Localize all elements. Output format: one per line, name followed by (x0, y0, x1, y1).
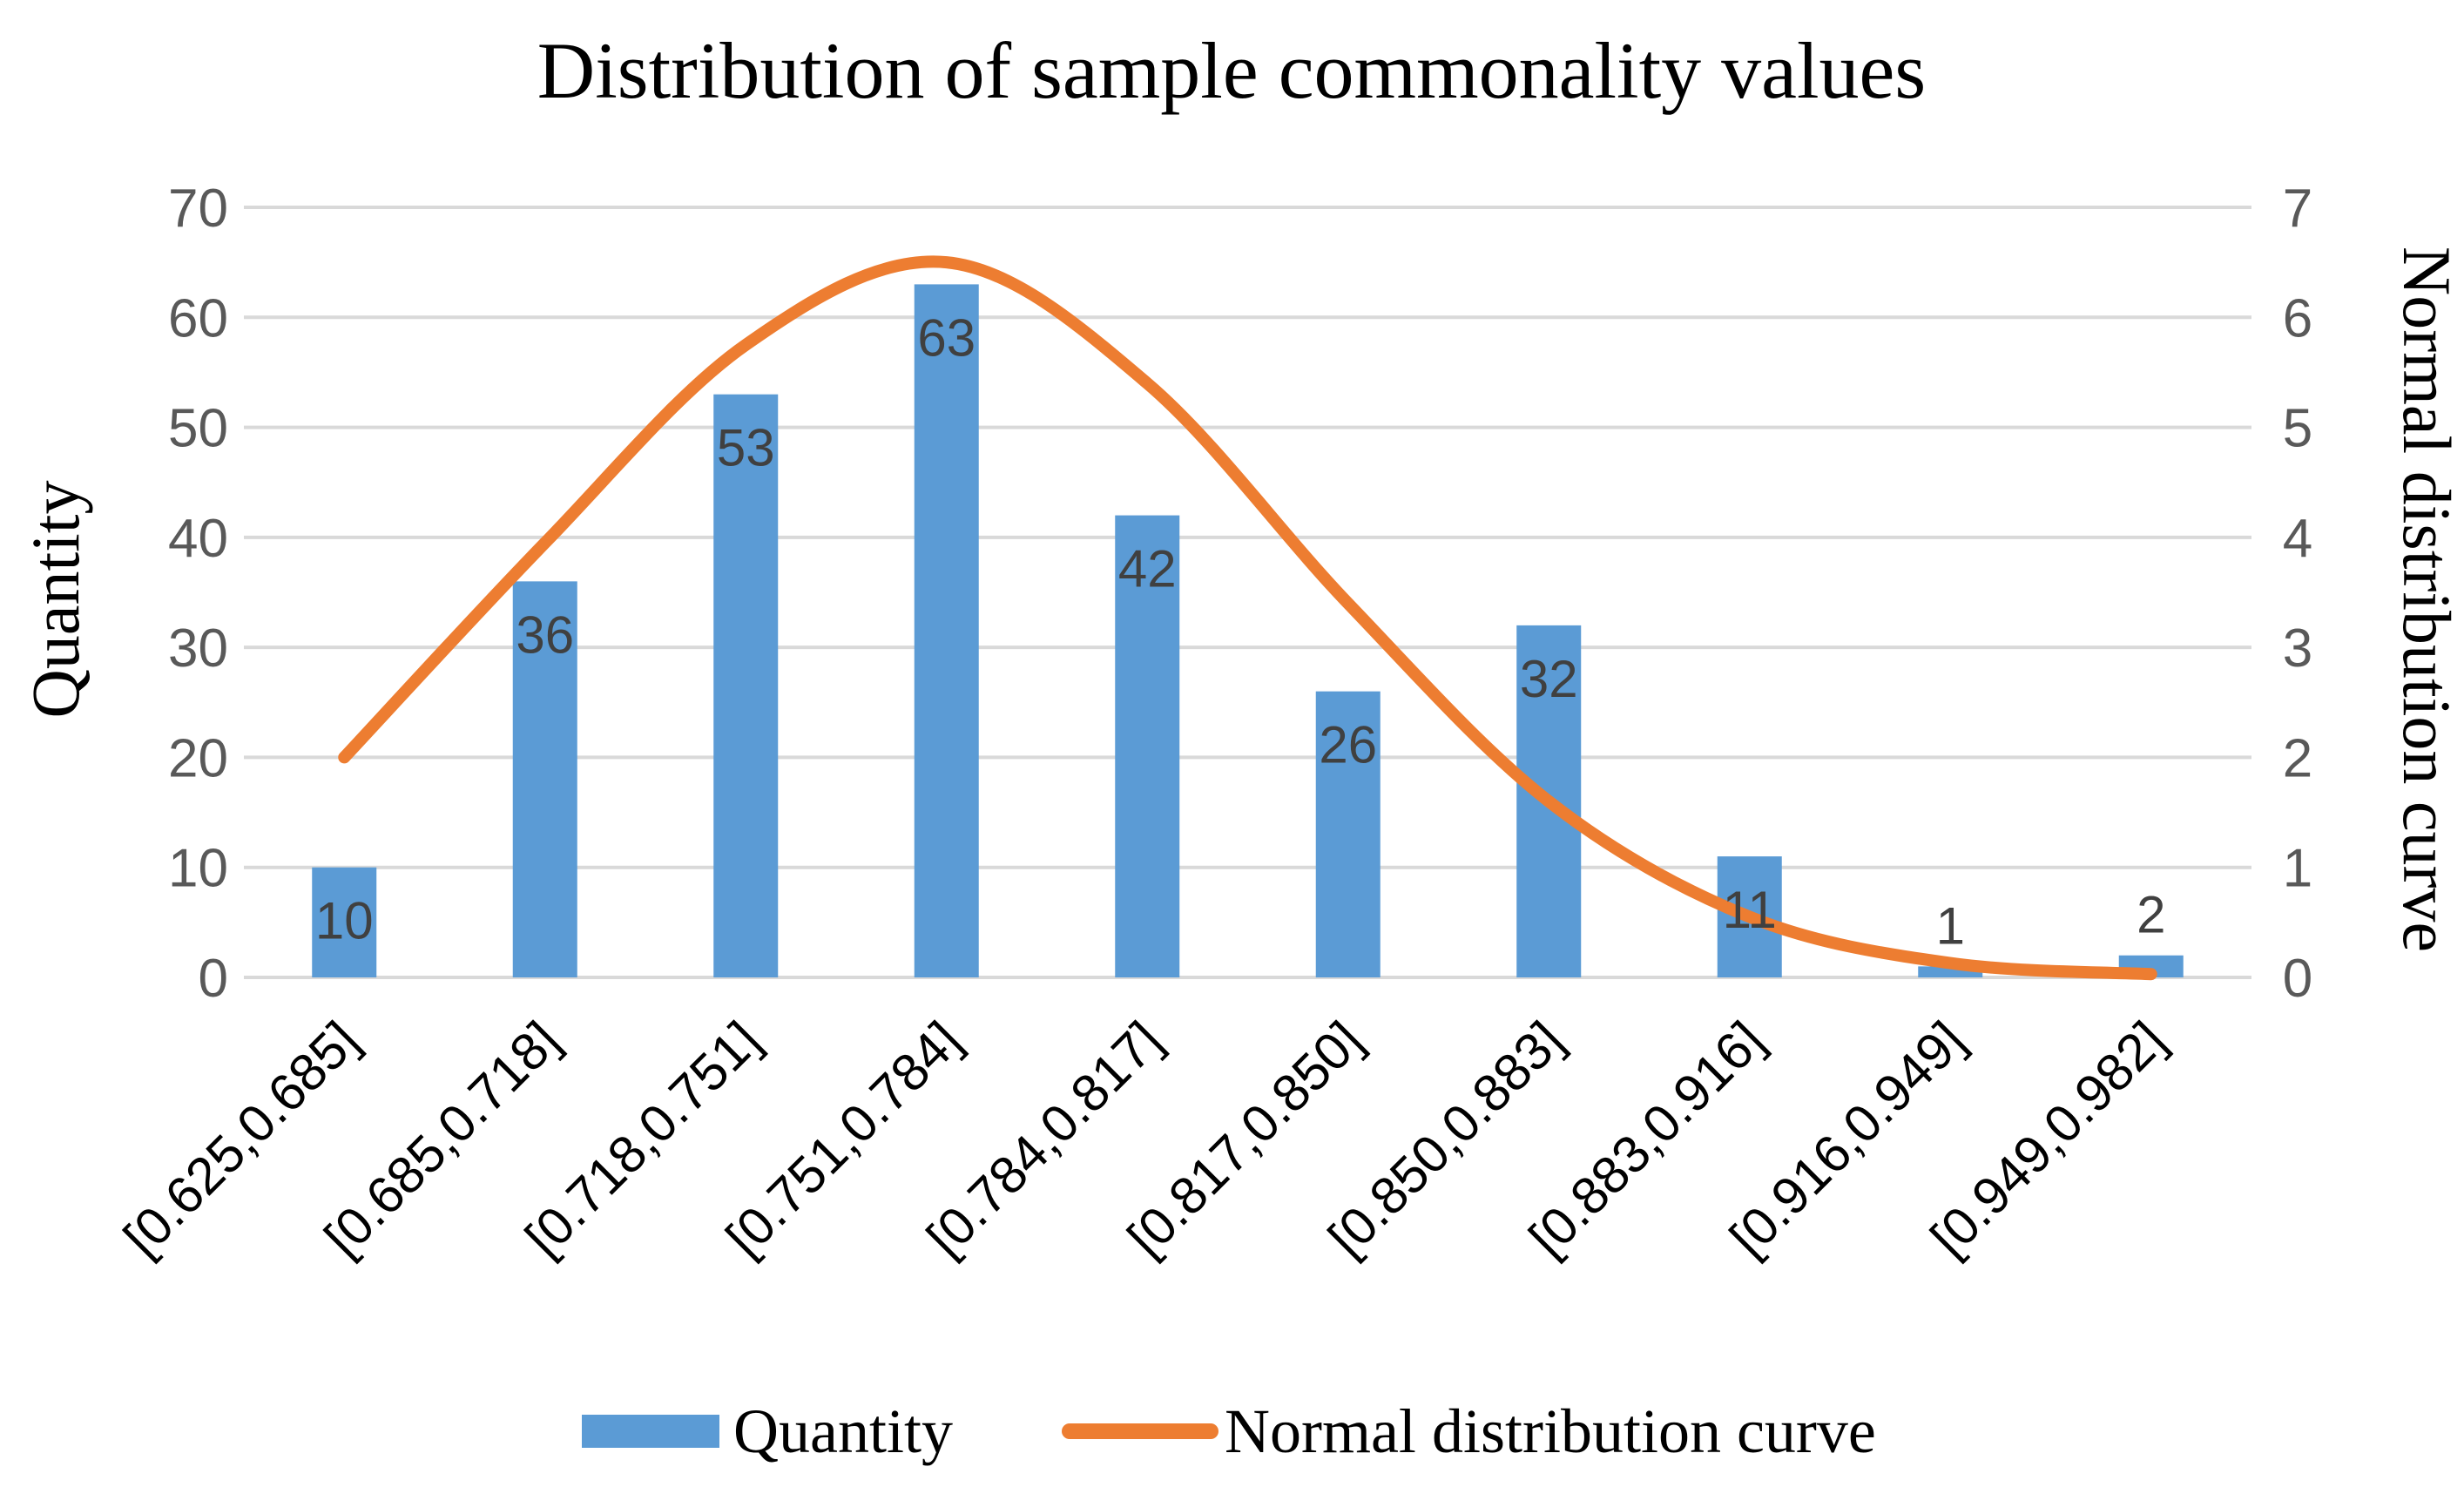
bar-data-label: 2 (2137, 886, 2165, 944)
gridlines (244, 206, 2251, 979)
legend-quantity-swatch (582, 1415, 719, 1448)
bar (1115, 515, 1180, 977)
y2-tick-label: 1 (2283, 839, 2312, 899)
y-tick-label: 10 (168, 839, 228, 899)
bar (312, 867, 377, 977)
axis-labels: 01020304050607001234567[0.625,0.685][0.6… (112, 179, 2312, 1267)
bar (713, 394, 779, 978)
y2-tick-label: 5 (2283, 399, 2312, 459)
bar-data-label: 1 (1936, 896, 1965, 955)
legend-curve-label: Normal distribution curve (1225, 1396, 1876, 1466)
legend: Quantity Normal distribution curve (582, 1396, 1876, 1466)
bar (1315, 691, 1381, 977)
bar-data-label: 63 (917, 308, 975, 367)
y2-tick-label: 4 (2283, 509, 2312, 569)
y-tick-label: 50 (168, 399, 228, 459)
bar-data-label: 26 (1319, 716, 1377, 774)
y-axis-title: Quantity (17, 481, 93, 719)
bar-data-label: 36 (516, 605, 574, 664)
y-tick-label: 0 (199, 949, 228, 1009)
bar-data-label: 53 (717, 419, 775, 477)
bar (914, 284, 979, 977)
bar (512, 581, 577, 977)
normal-curve-line (338, 255, 2157, 981)
y2-axis-title: Normal distribution curve (2389, 247, 2464, 952)
legend-quantity-label: Quantity (733, 1396, 953, 1466)
y2-tick-label: 3 (2283, 618, 2312, 679)
y2-tick-label: 0 (2283, 949, 2312, 1009)
y2-tick-label: 6 (2283, 288, 2312, 348)
y-tick-label: 20 (168, 728, 228, 788)
bar-data-label: 10 (315, 892, 374, 950)
y2-tick-label: 7 (2283, 179, 2312, 239)
bar-series-quantity (312, 284, 2184, 978)
bar-data-label: 42 (1118, 540, 1177, 598)
y-tick-label: 60 (168, 288, 228, 348)
y-tick-label: 40 (168, 509, 228, 569)
y2-tick-label: 2 (2283, 728, 2312, 788)
bar-data-label: 32 (1520, 650, 1578, 708)
bar-data-label: 11 (1723, 881, 1777, 939)
y-tick-label: 30 (168, 618, 228, 679)
y-tick-label: 70 (168, 179, 228, 239)
line-series-normal-curve (338, 255, 2157, 981)
chart-title: Distribution of sample commonality value… (537, 26, 1926, 115)
